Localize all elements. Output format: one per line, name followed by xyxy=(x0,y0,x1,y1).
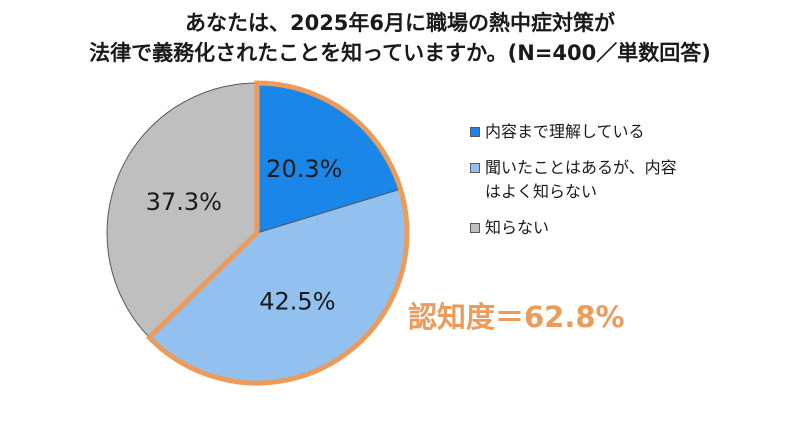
legend-swatch-3 xyxy=(470,223,480,233)
pie-value-label-2: 42.5% xyxy=(259,288,335,316)
legend-item-2: 聞いたことはあるが、内容はよく知らない xyxy=(470,156,700,204)
chart-title-line-1: あなたは、2025年6月に職場の熱中症対策が xyxy=(184,11,616,35)
pie-slices xyxy=(106,82,408,384)
legend-item-3: 知らない xyxy=(470,216,700,240)
chart-legend: 内容まで理解している聞いたことはあるが、内容はよく知らない知らない xyxy=(470,120,700,252)
legend-swatch-2 xyxy=(470,163,480,173)
awareness-highlight-border xyxy=(145,80,410,386)
chart-title-line-2: 法律で義務化されたことを知っていますか。(N=400／単数回答) xyxy=(89,41,711,65)
awareness-annotation: 認知度＝62.8% xyxy=(408,300,625,334)
legend-item-1: 内容まで理解している xyxy=(470,120,700,144)
chart-title: あなたは、2025年6月に職場の熱中症対策が 法律で義務化されたことを知っていま… xyxy=(0,8,800,68)
legend-label-1: 内容まで理解している xyxy=(485,122,645,141)
legend-swatch-1 xyxy=(470,127,480,137)
pie-value-label-3: 37.3% xyxy=(146,188,222,216)
legend-label-2: 聞いたことはあるが、内容はよく知らない xyxy=(485,158,677,201)
pie-value-labels: 20.3% 42.5% 37.3% xyxy=(146,155,343,315)
pie-value-label-1: 20.3% xyxy=(266,155,342,183)
pie-slice-3 xyxy=(106,82,258,339)
legend-label-3: 知らない xyxy=(485,218,550,237)
